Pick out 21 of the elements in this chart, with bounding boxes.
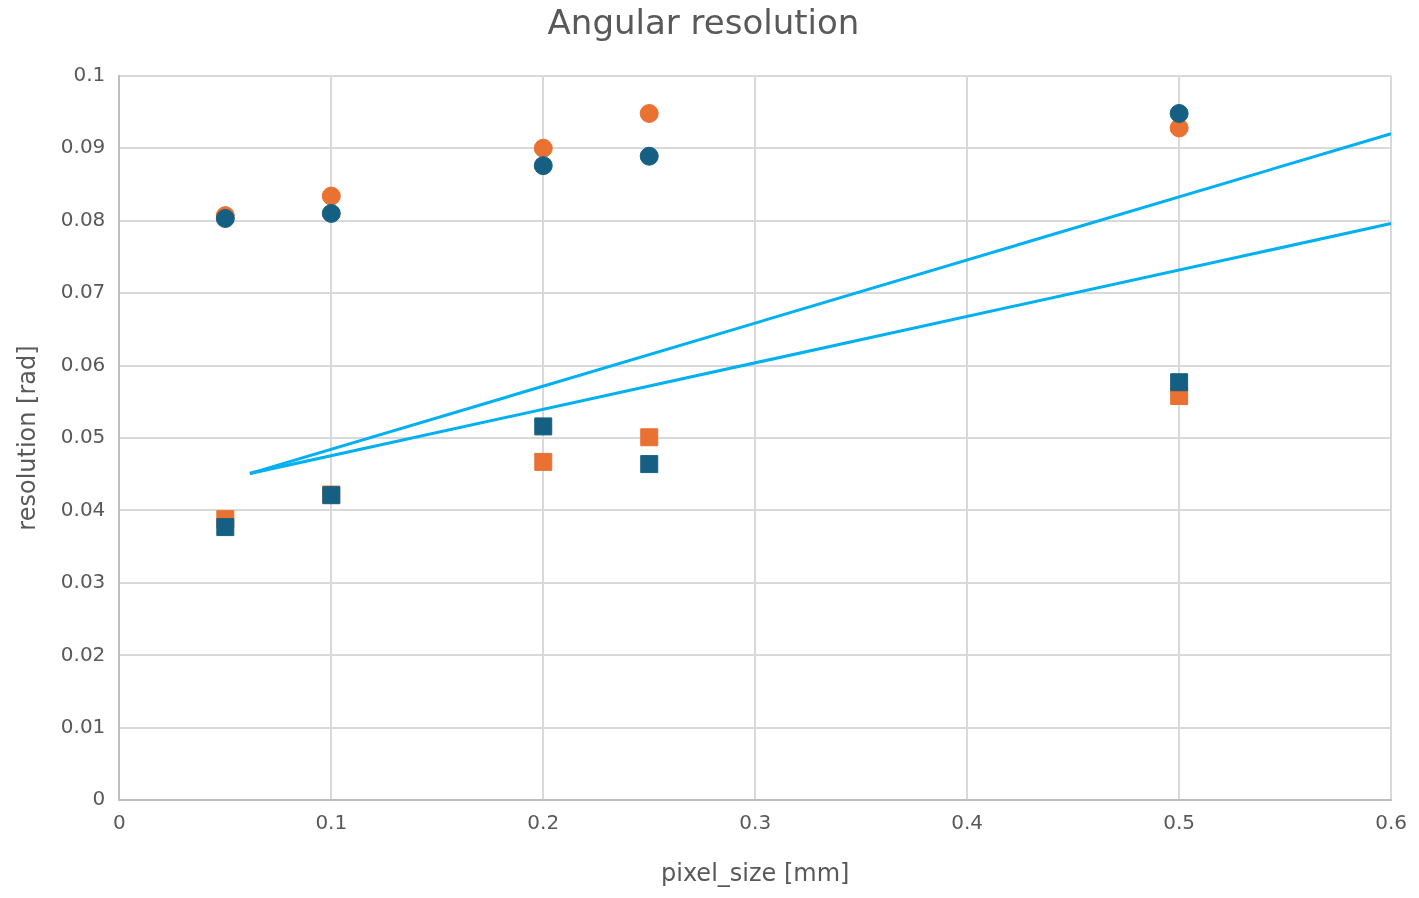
y-tick-label: 0 bbox=[92, 786, 106, 811]
y-tick-label: 0.09 bbox=[60, 134, 106, 159]
y-tick-label: 0.07 bbox=[60, 279, 106, 304]
y-tick-label: 0.08 bbox=[60, 206, 106, 231]
x-tick-label: 0.2 bbox=[527, 810, 560, 835]
y-tick-label: 0.06 bbox=[60, 351, 106, 376]
x-tick-label: 0.5 bbox=[1163, 810, 1196, 835]
y-tick-label: 0.04 bbox=[60, 496, 106, 521]
y-tick-label: 0.1 bbox=[73, 62, 106, 86]
x-tick-label: 0.4 bbox=[951, 810, 984, 835]
y-tick-label: 0.02 bbox=[60, 641, 106, 666]
x-tick-label: 0 bbox=[112, 810, 126, 835]
y-axis-title: resolution [rad] bbox=[12, 345, 41, 531]
x-axis-title: pixel_size [mm] bbox=[660, 858, 850, 887]
chart-title: Angular resolution bbox=[547, 2, 860, 43]
x-tick-label: 0.1 bbox=[315, 810, 348, 835]
y-tick-label: 0.01 bbox=[60, 713, 106, 738]
y-tick-label: 0.03 bbox=[60, 569, 106, 594]
x-tick-label: 0.6 bbox=[1375, 810, 1407, 835]
y-tick-label: 0.05 bbox=[60, 424, 106, 449]
x-tick-label: 0.3 bbox=[739, 810, 772, 835]
